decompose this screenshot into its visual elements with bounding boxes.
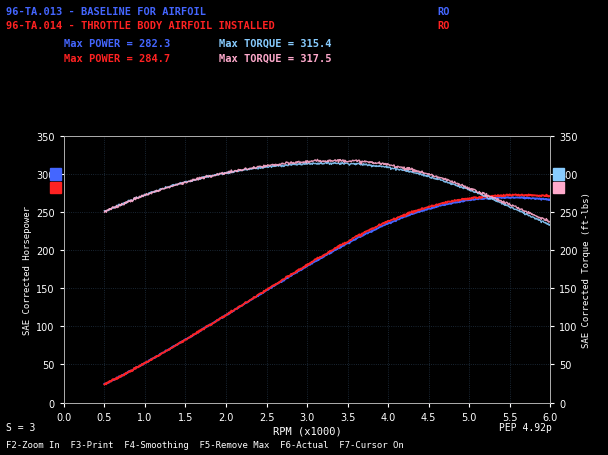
Text: S = 3: S = 3 (6, 422, 35, 432)
Bar (50, 182, 61, 194)
X-axis label: RPM (x1000): RPM (x1000) (272, 426, 342, 436)
Text: F2-Zoom In  F3-Print  F4-Smoothing  F5-Remove Max  F6-Actual  F7-Cursor On: F2-Zoom In F3-Print F4-Smoothing F5-Remo… (6, 440, 404, 449)
Text: PEP 4.92p: PEP 4.92p (499, 422, 551, 432)
Text: Max TORQUE = 317.5: Max TORQUE = 317.5 (219, 54, 331, 64)
Bar (50, 169, 61, 180)
Text: Max POWER = 282.3: Max POWER = 282.3 (64, 39, 170, 49)
Text: Max TORQUE = 315.4: Max TORQUE = 315.4 (219, 39, 331, 49)
Text: 96-TA.013 - BASELINE FOR AIRFOIL: 96-TA.013 - BASELINE FOR AIRFOIL (6, 7, 206, 17)
Bar (553, 169, 564, 180)
Bar (553, 182, 564, 194)
Text: Max POWER = 284.7: Max POWER = 284.7 (64, 54, 170, 64)
Y-axis label: SAE Corrected Horsepower: SAE Corrected Horsepower (23, 205, 32, 334)
Text: 96-TA.014 - THROTTLE BODY AIRFOIL INSTALLED: 96-TA.014 - THROTTLE BODY AIRFOIL INSTAL… (6, 20, 275, 30)
Text: RO: RO (438, 7, 451, 17)
Y-axis label: SAE Corrected Torque (ft-lbs): SAE Corrected Torque (ft-lbs) (582, 192, 591, 347)
Text: RO: RO (438, 20, 451, 30)
